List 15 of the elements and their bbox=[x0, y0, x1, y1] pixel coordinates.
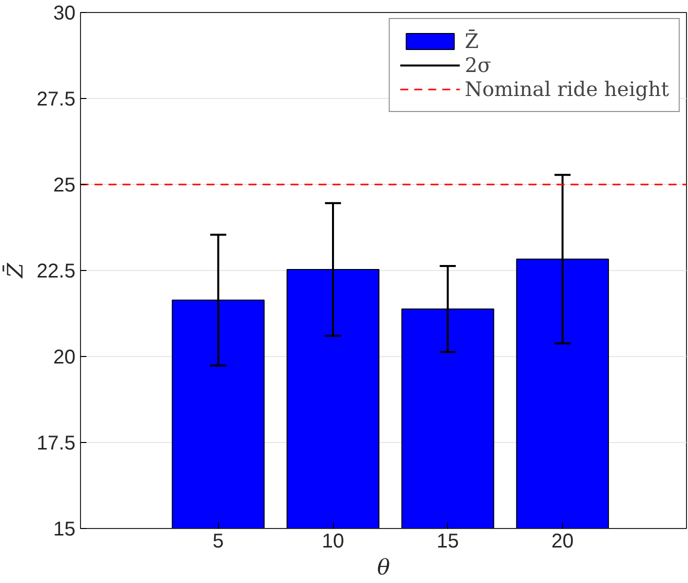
x-axis-title: θ bbox=[377, 556, 390, 580]
y-tick-label: 20 bbox=[53, 346, 76, 368]
y-tick-label: 22.5 bbox=[36, 260, 76, 282]
y-tick-label: 30 bbox=[53, 2, 76, 24]
y-tick-label: 27.5 bbox=[36, 88, 76, 110]
x-tick-label: 20 bbox=[551, 530, 574, 552]
y-axis-title: Z̄ bbox=[2, 262, 29, 279]
x-tick-label: 5 bbox=[212, 530, 224, 552]
legend-label: Nominal ride height bbox=[464, 77, 669, 101]
x-tick-label: 10 bbox=[322, 530, 344, 552]
legend-label: Z̄ bbox=[464, 29, 480, 53]
y-tick-label: 25 bbox=[53, 174, 76, 196]
y-tick-label: 17.5 bbox=[36, 432, 76, 454]
annotation: 2σ bbox=[464, 53, 492, 77]
x-tick-label: 15 bbox=[436, 530, 459, 552]
